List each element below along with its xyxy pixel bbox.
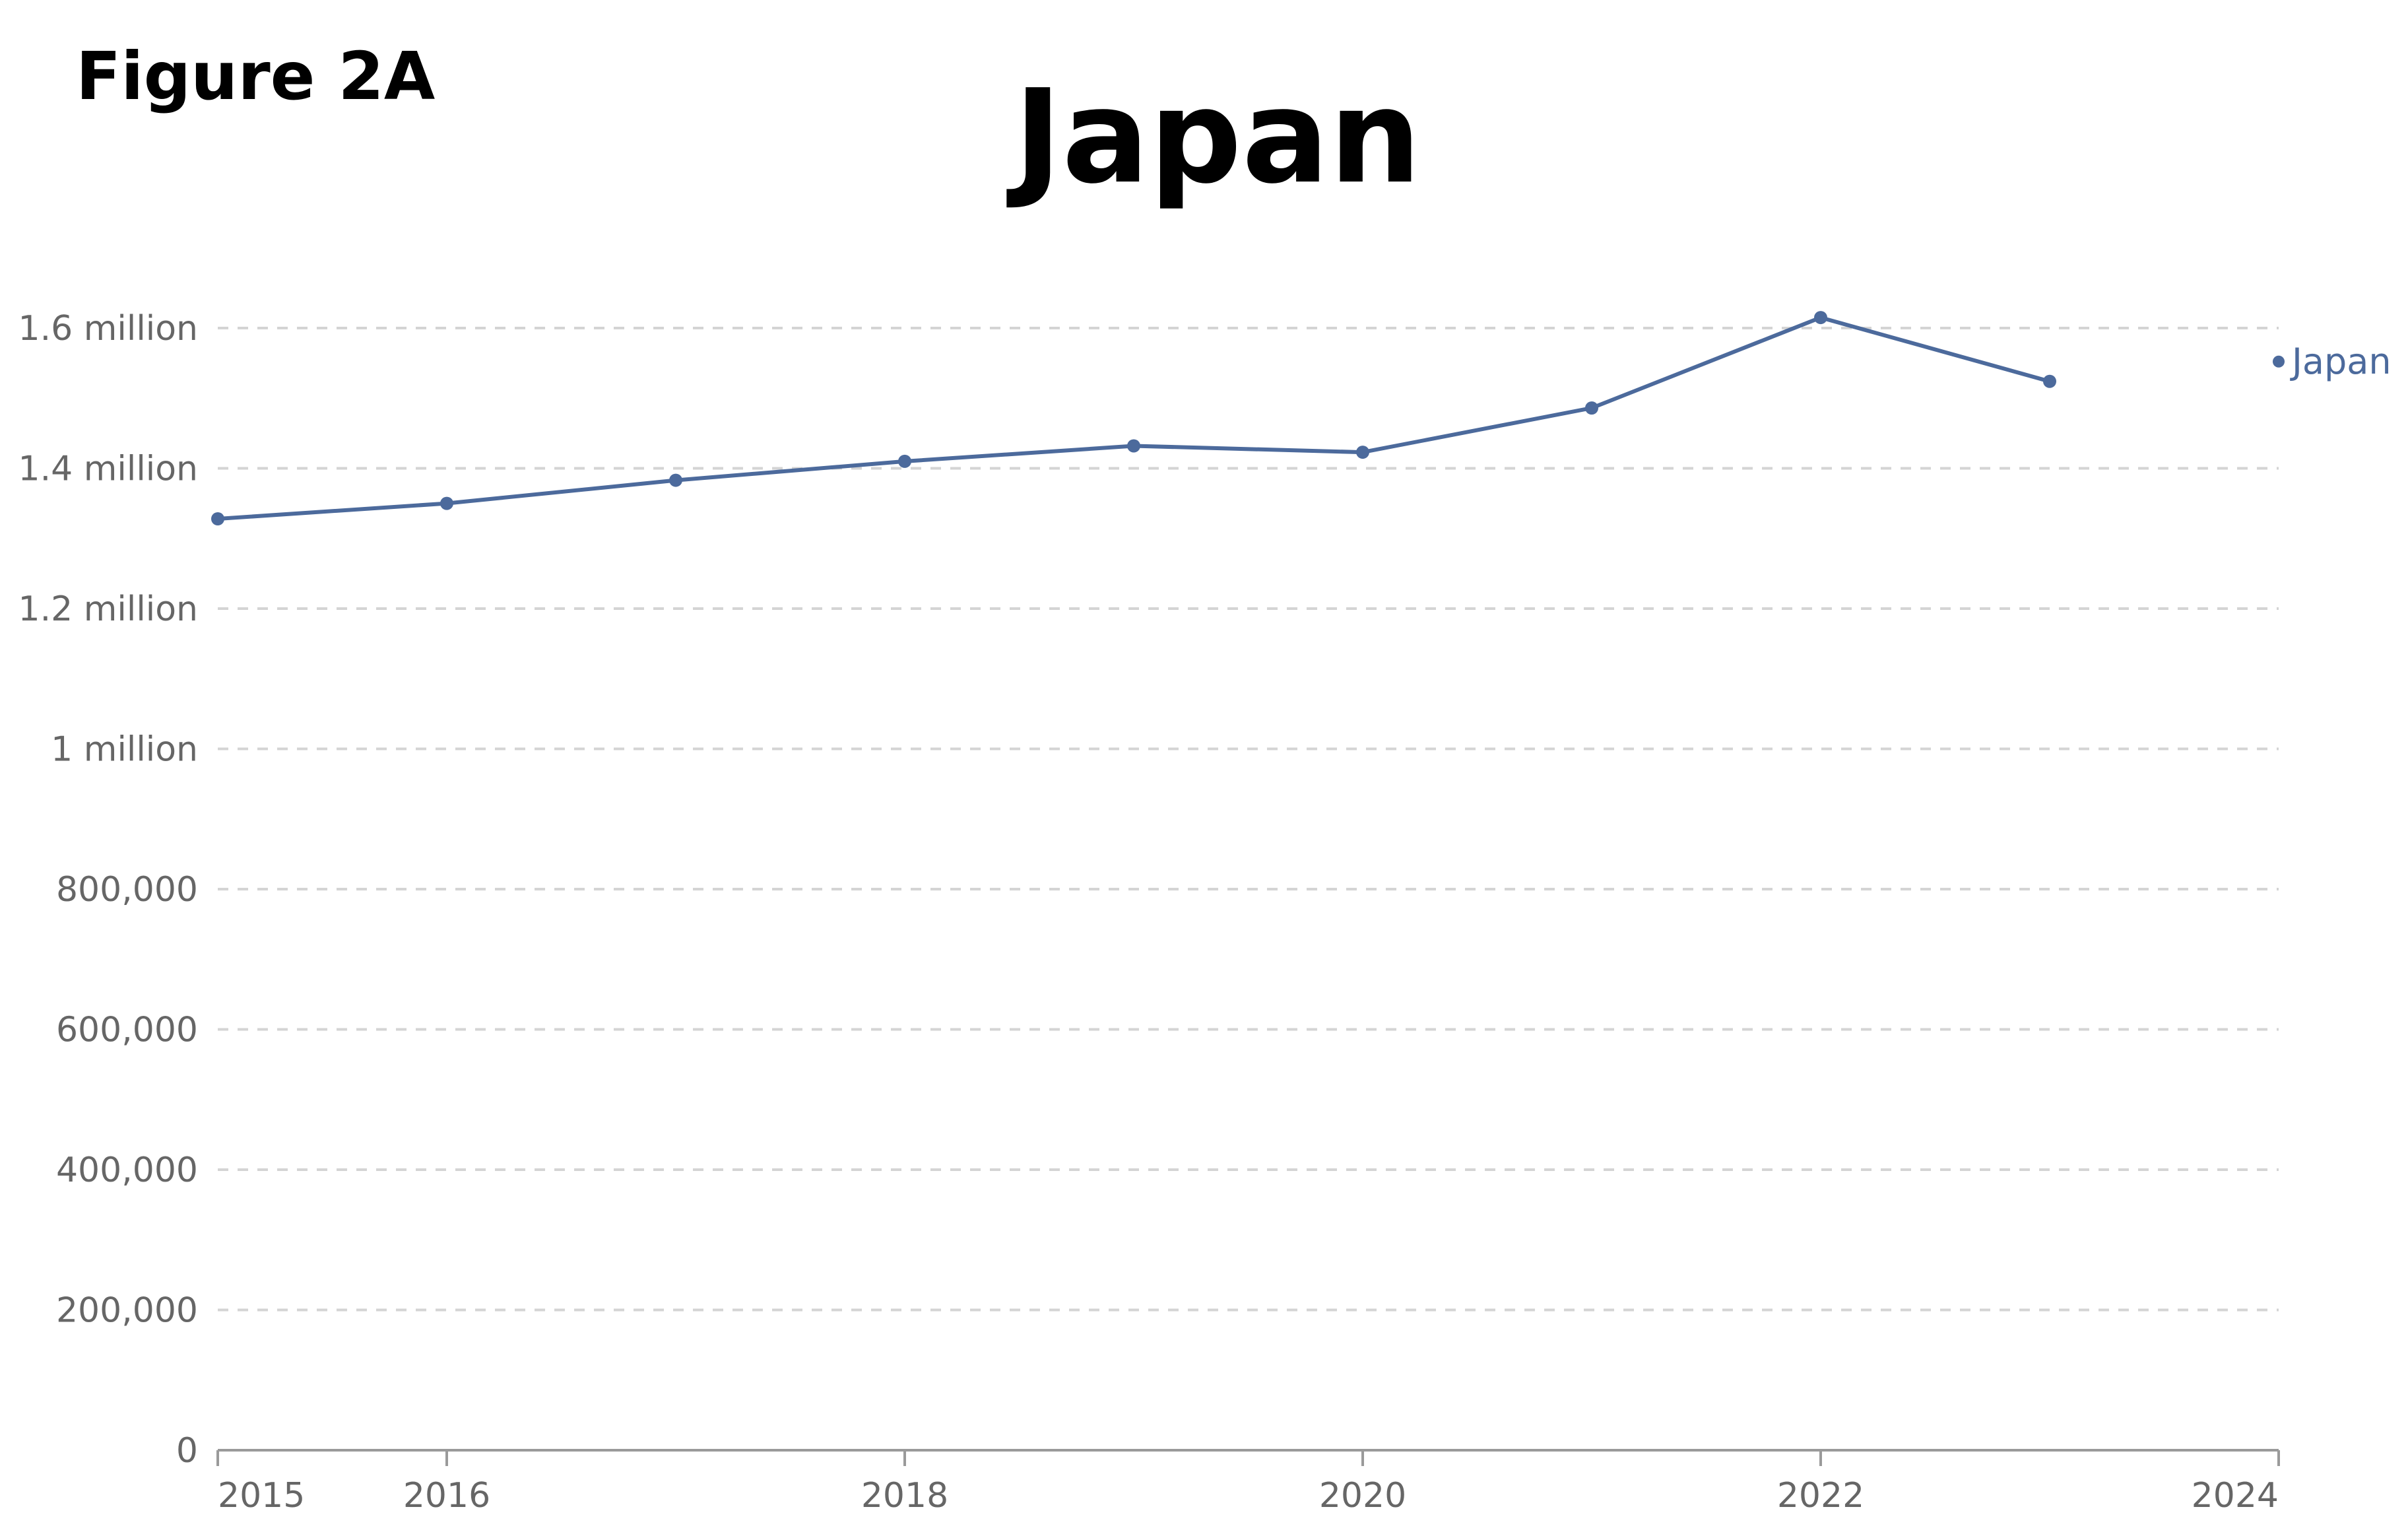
y-tick-label: 200,000 [56,1291,198,1331]
data-point [1814,311,1827,325]
y-tick-label: 800,000 [56,870,198,910]
data-point [1585,401,1598,415]
x-tick-label: 2020 [1319,1476,1406,1516]
data-point [2043,374,2056,388]
data-point [211,512,224,525]
data-point [1127,439,1140,453]
x-tick-label: 2018 [861,1476,948,1516]
chart-title: Japan [1006,62,1421,213]
legend: Japan [2273,341,2392,382]
x-tick-label: 2015 [218,1476,305,1516]
data-point [440,496,453,510]
data-point [1356,446,1369,459]
x-axis: 2015 2016 2018 2020 2022 2024 [216,1449,2280,1516]
y-tick-label: 1.2 million [18,589,198,629]
x-tick-label: 2022 [1777,1476,1864,1516]
y-tick-label: 400,000 [56,1151,198,1190]
x-tick-label: 2024 [2192,1476,2279,1516]
series-layer [211,311,2056,525]
legend-marker [2273,355,2285,368]
figure-label: Figure 2A [76,38,435,115]
y-tick-label: 1.4 million [18,450,198,489]
data-point [898,454,911,468]
x-tick-label: 2016 [403,1476,490,1516]
y-tick-label: 1 million [51,730,198,770]
legend-label: Japan [2290,341,2392,382]
gridlines [218,327,2279,1312]
y-tick-label: 0 [176,1431,198,1471]
data-point [669,473,682,487]
y-tick-label: 1.6 million [18,309,198,349]
series-line [216,316,2052,521]
y-axis: 0 200,000 400,000 600,000 800,000 1 million 1.… [18,309,198,1471]
y-tick-label: 600,000 [56,1011,198,1050]
